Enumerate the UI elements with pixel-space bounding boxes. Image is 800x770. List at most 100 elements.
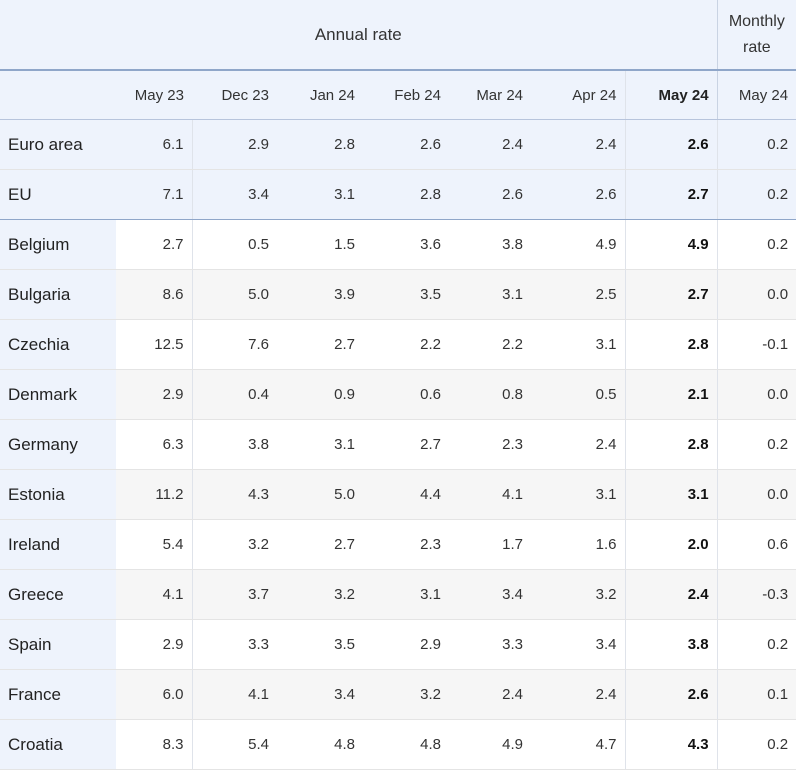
rate-cell: 3.5	[277, 619, 363, 670]
rate-cell: 4.1	[192, 669, 277, 720]
rate-cell: 5.4	[192, 719, 277, 770]
rate-cell: 6.3	[116, 419, 193, 470]
rate-cell: 2.2	[363, 319, 449, 370]
monthly-rate-cell: -0.1	[717, 319, 797, 370]
rate-cell: 2.3	[449, 419, 531, 470]
table-row: EU 7.1 3.4 3.1 2.8 2.6 2.6 2.7 0.2	[0, 169, 797, 220]
rate-cell: 1.6	[531, 519, 626, 570]
rate-cell: 4.7	[531, 719, 626, 770]
rate-cell: 12.5	[116, 319, 193, 370]
rate-cell: 0.6	[363, 369, 449, 420]
country-name: Bulgaria	[0, 269, 116, 320]
monthly-rate-cell: 0.0	[717, 369, 797, 420]
rate-cell: 6.1	[116, 119, 193, 170]
current-rate-cell: 2.0	[625, 519, 718, 570]
rate-cell: 4.1	[449, 469, 531, 520]
table-row: Ireland 5.4 3.2 2.7 2.3 1.7 1.6 2.0 0.6	[0, 519, 797, 570]
table-row: Czechia 12.5 7.6 2.7 2.2 2.2 3.1 2.8 -0.1	[0, 319, 797, 370]
rate-cell: 3.8	[192, 419, 277, 470]
monthly-rate-cell: 0.2	[717, 219, 797, 270]
rate-cell: 2.5	[531, 269, 626, 320]
rate-cell: 5.0	[192, 269, 277, 320]
monthly-rate-cell: 0.2	[717, 719, 797, 770]
rate-cell: 0.5	[192, 219, 277, 270]
rate-cell: 5.0	[277, 469, 363, 520]
country-name: France	[0, 669, 116, 720]
rate-cell: 3.1	[363, 569, 449, 620]
rate-cell: 2.6	[363, 119, 449, 170]
current-rate-cell: 3.1	[625, 469, 718, 520]
monthly-rate-cell: 0.0	[717, 269, 797, 320]
current-rate-cell: 2.7	[625, 269, 718, 320]
rate-cell: 2.9	[116, 369, 193, 420]
rate-cell: 2.9	[192, 119, 277, 170]
current-rate-cell: 2.8	[625, 319, 718, 370]
rate-cell: 3.4	[277, 669, 363, 720]
table-row: Greece 4.1 3.7 3.2 3.1 3.4 3.2 2.4 -0.3	[0, 569, 797, 620]
monthly-rate-cell: 0.2	[717, 619, 797, 670]
column-header-current: May 24	[625, 70, 718, 120]
country-name: Belgium	[0, 219, 116, 270]
column-header: Feb 24	[363, 70, 449, 120]
column-header: Mar 24	[449, 70, 531, 120]
country-name: Greece	[0, 569, 116, 620]
country-name: Euro area	[0, 119, 116, 170]
country-name: Germany	[0, 419, 116, 470]
table-row: Croatia 8.3 5.4 4.8 4.8 4.9 4.7 4.3 0.2	[0, 719, 797, 770]
rate-cell: 3.3	[449, 619, 531, 670]
rate-cell: 4.1	[116, 569, 193, 620]
column-header-monthly: May 24	[717, 70, 797, 120]
country-name: Spain	[0, 619, 116, 670]
monthly-label-line1: Monthly	[728, 12, 785, 30]
table-row: Bulgaria 8.6 5.0 3.9 3.5 3.1 2.5 2.7 0.0	[0, 269, 797, 320]
rate-cell: 0.9	[277, 369, 363, 420]
annual-rate-header: Annual rate	[0, 0, 718, 71]
rate-cell: 3.4	[192, 169, 277, 220]
rate-cell: 2.8	[277, 119, 363, 170]
corner-cell	[0, 70, 116, 120]
table-row: France 6.0 4.1 3.4 3.2 2.4 2.4 2.6 0.1	[0, 669, 797, 720]
rate-cell: 2.7	[363, 419, 449, 470]
rate-cell: 3.1	[277, 419, 363, 470]
country-name: Czechia	[0, 319, 116, 370]
header-row-groups: Annual rate Monthly rate	[0, 0, 797, 71]
current-rate-cell: 2.6	[625, 669, 718, 720]
country-name: Denmark	[0, 369, 116, 420]
rate-cell: 3.8	[449, 219, 531, 270]
monthly-rate-cell: 0.2	[717, 419, 797, 470]
rate-cell: 4.3	[192, 469, 277, 520]
country-name: Ireland	[0, 519, 116, 570]
rate-cell: 2.6	[449, 169, 531, 220]
table-row: Estonia 11.2 4.3 5.0 4.4 4.1 3.1 3.1 0.0	[0, 469, 797, 520]
current-rate-cell: 2.4	[625, 569, 718, 620]
header-row-periods: May 23 Dec 23 Jan 24 Feb 24 Mar 24 Apr 2…	[0, 70, 797, 120]
table-body: Euro area 6.1 2.9 2.8 2.6 2.4 2.4 2.6 0.2 EU 7.1 3.…	[0, 119, 797, 770]
rate-cell: 2.4	[449, 119, 531, 170]
rate-cell: 4.4	[363, 469, 449, 520]
rate-cell: 2.8	[363, 169, 449, 220]
table-row: Belgium 2.7 0.5 1.5 3.6 3.8 4.9 4.9 0.2	[0, 219, 797, 270]
monthly-label-line2: rate	[743, 38, 771, 56]
rate-cell: 3.3	[192, 619, 277, 670]
rate-cell: 1.5	[277, 219, 363, 270]
rate-cell: 3.2	[192, 519, 277, 570]
column-header: Dec 23	[192, 70, 277, 120]
rate-cell: 4.9	[449, 719, 531, 770]
country-name: Croatia	[0, 719, 116, 770]
rate-cell: 3.2	[277, 569, 363, 620]
rate-cell: 2.9	[116, 619, 193, 670]
table-row: Denmark 2.9 0.4 0.9 0.6 0.8 0.5 2.1 0.0	[0, 369, 797, 420]
table-row: Spain 2.9 3.3 3.5 2.9 3.3 3.4 3.8 0.2	[0, 619, 797, 670]
monthly-rate-header: Monthly rate	[716, 0, 797, 71]
rate-cell: 0.5	[531, 369, 626, 420]
rate-cell: 3.4	[449, 569, 531, 620]
rate-cell: 3.6	[363, 219, 449, 270]
current-rate-cell: 2.8	[625, 419, 718, 470]
rate-cell: 2.6	[531, 169, 626, 220]
current-rate-cell: 2.1	[625, 369, 718, 420]
current-rate-cell: 2.6	[625, 119, 718, 170]
monthly-rate-cell: 0.2	[717, 119, 797, 170]
rate-cell: 3.9	[277, 269, 363, 320]
current-rate-cell: 4.3	[625, 719, 718, 770]
